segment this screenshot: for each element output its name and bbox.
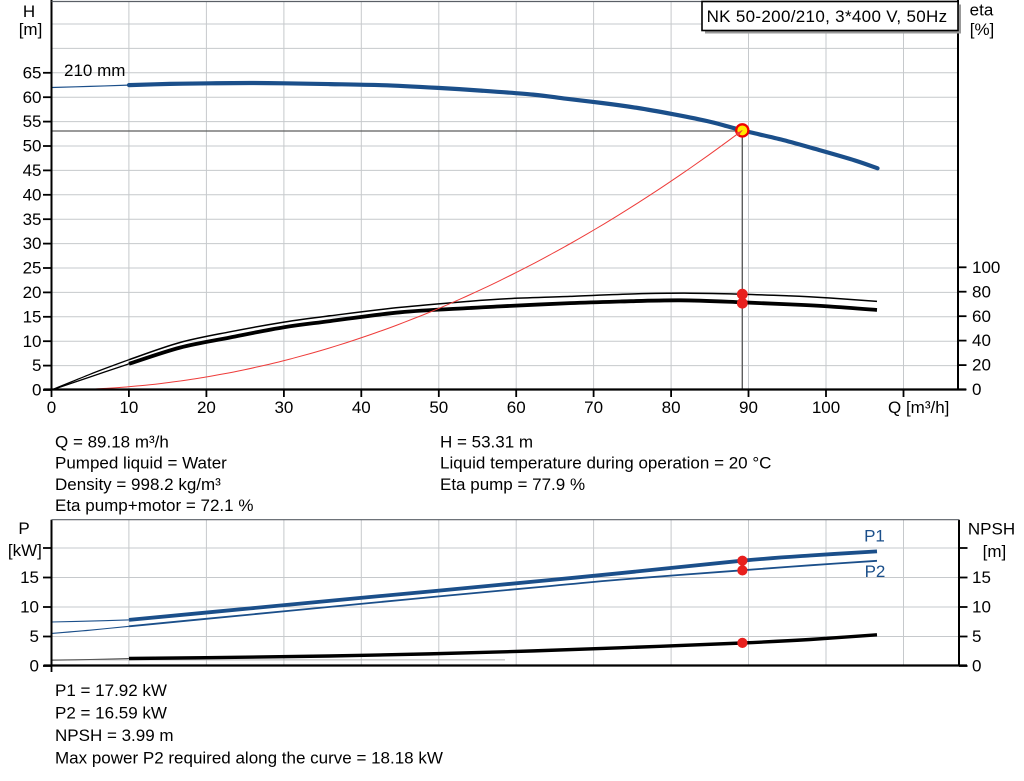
svg-text:15: 15 bbox=[20, 568, 39, 587]
svg-text:P2: P2 bbox=[865, 562, 886, 581]
svg-text:H: H bbox=[23, 2, 35, 21]
svg-text:35: 35 bbox=[23, 210, 42, 229]
svg-text:210 mm: 210 mm bbox=[64, 61, 125, 80]
svg-text:Liquid temperature during oper: Liquid temperature during operation = 20… bbox=[440, 454, 771, 473]
svg-text:Eta pump+motor = 72.1 %: Eta pump+motor = 72.1 % bbox=[55, 496, 253, 515]
svg-text:[kW]: [kW] bbox=[8, 541, 42, 560]
svg-text:50: 50 bbox=[23, 137, 42, 156]
svg-text:P: P bbox=[18, 519, 29, 538]
svg-text:80: 80 bbox=[662, 398, 681, 417]
svg-text:[m]: [m] bbox=[983, 542, 1007, 561]
svg-text:40: 40 bbox=[23, 185, 42, 204]
svg-text:20: 20 bbox=[972, 356, 991, 375]
svg-text:60: 60 bbox=[23, 88, 42, 107]
svg-text:100: 100 bbox=[812, 398, 840, 417]
svg-text:40: 40 bbox=[352, 398, 371, 417]
svg-text:65: 65 bbox=[23, 63, 42, 82]
svg-text:5: 5 bbox=[32, 356, 41, 375]
svg-text:80: 80 bbox=[972, 282, 991, 301]
svg-text:[m]: [m] bbox=[19, 20, 43, 39]
svg-text:Q = 89.18 m³/h: Q = 89.18 m³/h bbox=[55, 432, 169, 451]
svg-text:NPSH = 3.99 m: NPSH = 3.99 m bbox=[55, 726, 174, 745]
svg-text:30: 30 bbox=[23, 234, 42, 253]
svg-text:40: 40 bbox=[972, 331, 991, 350]
svg-text:60: 60 bbox=[972, 307, 991, 326]
svg-text:20: 20 bbox=[197, 398, 216, 417]
svg-text:Pumped liquid = Water: Pumped liquid = Water bbox=[55, 454, 227, 473]
svg-text:eta: eta bbox=[970, 1, 994, 20]
svg-text:60: 60 bbox=[507, 398, 526, 417]
svg-text:0: 0 bbox=[972, 657, 981, 676]
svg-text:20: 20 bbox=[23, 283, 42, 302]
svg-text:Density = 998.2 kg/m³: Density = 998.2 kg/m³ bbox=[55, 475, 221, 494]
svg-text:0: 0 bbox=[32, 381, 41, 400]
svg-text:45: 45 bbox=[23, 161, 42, 180]
svg-text:70: 70 bbox=[584, 398, 603, 417]
svg-text:15: 15 bbox=[23, 307, 42, 326]
svg-text:H = 53.31 m: H = 53.31 m bbox=[440, 432, 533, 451]
svg-text:15: 15 bbox=[972, 568, 991, 587]
svg-text:10: 10 bbox=[119, 398, 138, 417]
svg-text:30: 30 bbox=[274, 398, 293, 417]
svg-text:50: 50 bbox=[429, 398, 448, 417]
svg-text:NK 50-200/210, 3*400 V, 50Hz: NK 50-200/210, 3*400 V, 50Hz bbox=[707, 7, 948, 26]
svg-text:Eta pump = 77.9 %: Eta pump = 77.9 % bbox=[440, 475, 585, 494]
svg-text:10: 10 bbox=[972, 598, 991, 617]
svg-text:0: 0 bbox=[30, 657, 39, 676]
svg-text:90: 90 bbox=[739, 398, 758, 417]
svg-text:P1 = 17.92 kW: P1 = 17.92 kW bbox=[55, 681, 167, 700]
svg-text:NPSH: NPSH bbox=[968, 520, 1015, 539]
svg-text:[%]: [%] bbox=[970, 20, 995, 39]
svg-text:55: 55 bbox=[23, 112, 42, 131]
svg-text:5: 5 bbox=[30, 627, 39, 646]
svg-text:25: 25 bbox=[23, 259, 42, 278]
svg-text:100: 100 bbox=[972, 258, 1000, 277]
svg-text:P2 = 16.59 kW: P2 = 16.59 kW bbox=[55, 704, 167, 723]
svg-text:0: 0 bbox=[47, 398, 56, 417]
svg-text:10: 10 bbox=[23, 332, 42, 351]
svg-text:10: 10 bbox=[20, 598, 39, 617]
svg-text:P1: P1 bbox=[864, 527, 885, 546]
svg-text:Q [m³/h]: Q [m³/h] bbox=[888, 398, 949, 417]
svg-text:Max power P2 required along th: Max power P2 required along the curve = … bbox=[55, 749, 443, 768]
svg-text:5: 5 bbox=[972, 627, 981, 646]
svg-text:0: 0 bbox=[972, 380, 981, 399]
